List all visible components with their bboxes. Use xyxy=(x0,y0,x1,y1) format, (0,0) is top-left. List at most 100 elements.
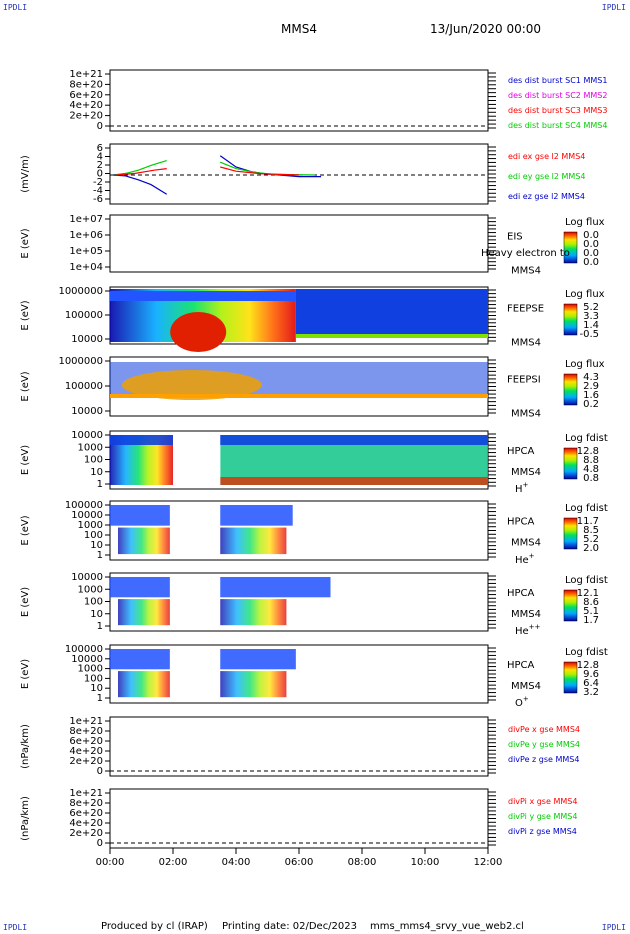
heatmap-fill xyxy=(220,527,287,555)
species-charge: + xyxy=(523,481,529,489)
y-tick-label: -2 xyxy=(93,177,103,188)
heatmap-core xyxy=(121,370,262,400)
legend-entry: des dist burst SC1 MMS1 xyxy=(508,76,607,85)
colorbar-tick-label: 4.3 xyxy=(583,372,599,383)
footer-produced: Produced by cl (IRAP) xyxy=(101,921,208,932)
y-tick-label: 4e+20 xyxy=(69,100,103,111)
y-tick-label: 10 xyxy=(90,683,103,694)
heatmap-fill xyxy=(118,599,170,626)
overlay-text: Heavy electron to xyxy=(481,248,570,259)
colorbar-tick-label: 1.4 xyxy=(583,320,599,331)
heatmap-fill xyxy=(220,577,331,598)
colorbar-tick-label: 1.6 xyxy=(583,390,599,401)
heatmap-fill xyxy=(118,671,170,698)
spacecraft-label: MMS4 xyxy=(511,681,541,692)
species-label: O+ xyxy=(515,695,529,709)
y-tick-label: 0 xyxy=(97,121,103,132)
legend-entry: divPe x gse MMS4 xyxy=(508,725,580,734)
heatmap-fill xyxy=(118,527,170,555)
y-tick-label: 4e+20 xyxy=(69,746,103,757)
y-tick-label: 10000 xyxy=(71,654,103,665)
panel-hpca_hepp xyxy=(105,572,578,632)
colorbar-tick-label: 0.0 xyxy=(583,257,599,268)
y-tick-label: 2 xyxy=(97,160,103,171)
colorbar-tick-label: 6.4 xyxy=(583,678,599,689)
legend-entry: divPi y gse MMS4 xyxy=(508,812,577,821)
legend-entry: divPe z gse MMS4 xyxy=(508,755,579,764)
panel-divpi xyxy=(105,788,496,849)
instrument-label: HPCA xyxy=(507,660,535,671)
y-tick-label: 1000 xyxy=(78,520,103,531)
legend-entry: divPi x gse MMS4 xyxy=(508,797,577,806)
instrument-label: FEEPSI xyxy=(507,375,541,386)
colorbar xyxy=(563,447,578,480)
y-tick-label: 10000 xyxy=(71,572,103,583)
spacecraft-label: MMS4 xyxy=(511,538,541,549)
colorbar-tick-label: 12.8 xyxy=(577,660,599,671)
y-tick-label: 0 xyxy=(97,766,103,777)
y-tick-label: 1000 xyxy=(78,584,103,595)
panel-hpca_h xyxy=(105,430,578,490)
colorbar-tick-label: 8.6 xyxy=(583,597,599,608)
panel-hpca_o xyxy=(105,644,578,704)
y-tick-label: 1e+06 xyxy=(69,230,103,241)
y-axis-label: E (eV) xyxy=(20,228,31,258)
y-tick-label: 0 xyxy=(97,838,103,849)
colorbar-title: Log fdist xyxy=(565,503,608,514)
colorbar-title: Log fdist xyxy=(565,575,608,586)
colorbar-tick-label: 12.8 xyxy=(577,446,599,457)
instrument-label: HPCA xyxy=(507,588,535,599)
y-axis-label: (mV/m) xyxy=(20,155,31,193)
y-tick-label: 10 xyxy=(90,540,103,551)
colorbar-tick-label: 8.8 xyxy=(583,455,599,466)
y-tick-label: 1 xyxy=(97,550,103,561)
legend-entry: des dist burst SC3 MMS3 xyxy=(508,106,607,115)
y-tick-label: 1 xyxy=(97,479,103,490)
y-tick-label: 10000 xyxy=(71,406,103,417)
edi-trace xyxy=(220,166,300,176)
heatmap-band xyxy=(295,334,488,338)
legend-entry: des dist burst SC2 MMS2 xyxy=(508,91,607,100)
x-tick-label: 10:00 xyxy=(411,857,440,868)
spacecraft-label: MMS4 xyxy=(511,409,541,420)
y-tick-label: 8e+20 xyxy=(69,79,103,90)
panel-frame xyxy=(109,214,489,273)
y-axis-label: E (eV) xyxy=(20,445,31,475)
heatmap-gap xyxy=(173,432,221,488)
colorbar xyxy=(563,231,578,264)
y-tick-label: 1e+04 xyxy=(69,262,103,273)
y-tick-label: 1000 xyxy=(78,664,103,675)
legend-entry: divPe y gse MMS4 xyxy=(508,740,580,749)
colorbar-tick-label: 2.0 xyxy=(583,543,599,554)
heatmap-band xyxy=(110,394,488,398)
x-tick-label: 04:00 xyxy=(222,857,251,868)
y-tick-label: 1e+21 xyxy=(69,788,103,799)
y-tick-label: 100 xyxy=(84,530,103,541)
y-tick-label: 100 xyxy=(84,455,103,466)
colorbar-tick-label: 4.8 xyxy=(583,464,599,475)
y-tick-label: -6 xyxy=(93,194,103,205)
heatmap-fill xyxy=(220,505,293,526)
colorbar-tick-label: 11.7 xyxy=(577,516,599,527)
panel-edi xyxy=(105,143,496,205)
corner-label-bottom-left: IPDLI xyxy=(3,923,28,932)
y-tick-label: 1000 xyxy=(78,442,103,453)
colorbar-tick-label: 2.9 xyxy=(583,381,599,392)
y-tick-label: 1e+21 xyxy=(69,69,103,80)
edi-trace xyxy=(220,161,315,176)
colorbar-tick-label: 5.1 xyxy=(583,606,599,617)
footer-filename: mms_mms4_srvy_vue_web2.cl xyxy=(370,921,524,932)
y-tick-label: 4 xyxy=(97,152,103,163)
heatmap-fill xyxy=(220,599,287,626)
x-tick-label: 12:00 xyxy=(474,857,503,868)
y-tick-label: 0 xyxy=(97,169,103,180)
y-tick-label: 1000000 xyxy=(58,356,103,367)
y-tick-label: 6 xyxy=(97,143,103,154)
y-axis-label: E (eV) xyxy=(20,515,31,545)
y-tick-label: 100000 xyxy=(65,644,103,655)
heatmap-fill xyxy=(110,649,170,670)
heatmap-band xyxy=(220,477,488,485)
instrument-label: HPCA xyxy=(507,517,535,528)
colorbar-tick-label: 5.2 xyxy=(583,534,599,545)
heatmap-fill xyxy=(220,649,296,670)
